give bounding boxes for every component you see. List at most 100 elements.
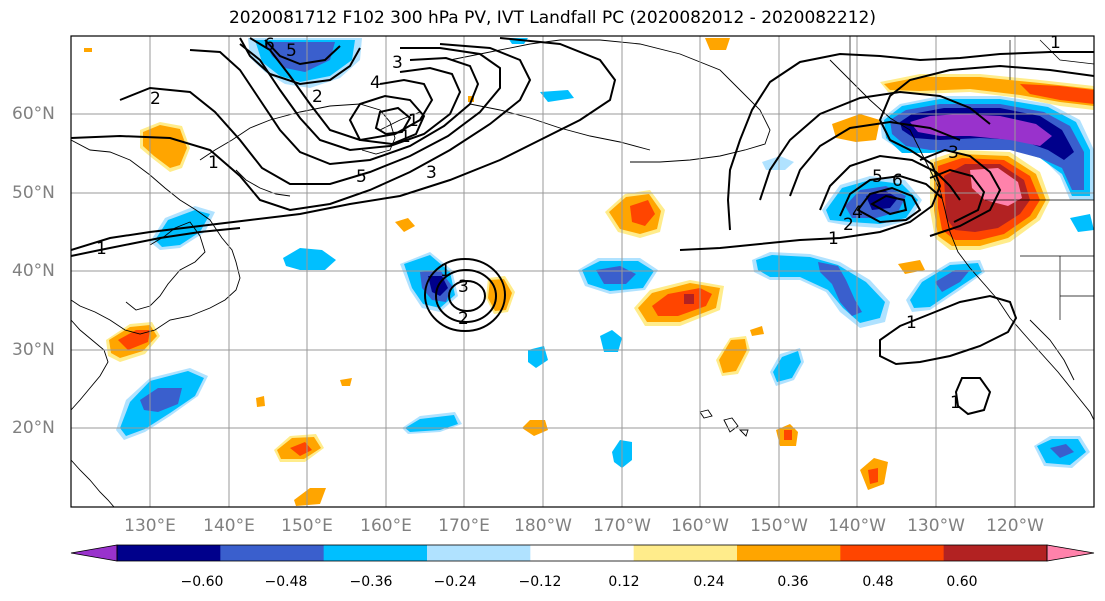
pv-contour [374, 106, 412, 136]
shade-positive [684, 294, 694, 304]
borders [849, 36, 1094, 320]
colorbar-tick-label: −0.36 [349, 574, 393, 590]
shade-positive [340, 378, 352, 386]
colorbar-box [530, 545, 635, 561]
shade-positive [784, 430, 792, 440]
colorbar-extend-low [71, 545, 117, 561]
contour-label: 2 [150, 89, 161, 109]
pv-contour [879, 294, 1018, 366]
colorbar-box [323, 545, 428, 561]
lat-label-30n: 30°N [12, 340, 55, 360]
contour-label: 3 [948, 143, 959, 163]
shade-negative [818, 262, 862, 316]
colorbar-box [117, 545, 221, 561]
colorbar-tick-label: 0.12 [608, 574, 640, 590]
pv-contour [919, 148, 1002, 237]
colorbar-box [220, 545, 325, 561]
contour-label: 1 [1050, 33, 1061, 53]
contour-label: 2 [458, 309, 469, 329]
contour-labels: 6 5 4 3 2 1 3 5 2 1 1 1 3 2 1 1 5 6 4 3 … [96, 33, 1061, 413]
shade-negative [935, 270, 970, 292]
colorbar-tick-label: 0.48 [862, 574, 894, 590]
shade-positive [395, 218, 415, 232]
contour-label: 5 [356, 167, 367, 187]
lon-label: 120°W [986, 516, 1044, 536]
pv-contour [679, 64, 1094, 251]
pv-contour [239, 43, 462, 152]
lon-label: 150°W [750, 516, 808, 536]
shade-negative [762, 156, 794, 170]
shade-negative [600, 330, 622, 352]
lon-label: 130°W [907, 516, 965, 536]
lon-label: 140°E [203, 516, 255, 536]
contour-label: 3 [392, 53, 403, 73]
contour-label: 3 [458, 277, 469, 297]
colorbar-box [633, 545, 738, 561]
shade-negative [1050, 444, 1074, 458]
lon-label: 170°W [593, 516, 651, 536]
lat-label-50n: 50°N [12, 183, 55, 203]
lon-label: 160°W [671, 516, 729, 536]
shade-positive [118, 330, 150, 350]
pv-contour [239, 37, 361, 86]
pv-contour [71, 37, 617, 251]
pv-contour [119, 47, 501, 185]
contour-label: 5 [286, 41, 297, 61]
shade-negative [1070, 214, 1094, 232]
shade-positive [750, 326, 764, 336]
contour-label: 1 [208, 153, 219, 173]
colorbar-tick-label: 0.36 [777, 574, 809, 590]
pv-contour [189, 49, 480, 166]
pv-contour [856, 186, 922, 224]
pv-contour [435, 269, 497, 323]
contour-label: 4 [370, 73, 381, 93]
shade-positive [84, 48, 92, 52]
colorbar-tick-label: −0.24 [433, 574, 477, 590]
colorbar-tick-label: 0.60 [946, 574, 978, 590]
lon-label: 170°E [438, 516, 490, 536]
pv-contour [448, 280, 486, 312]
contour-label: 1 [828, 229, 839, 249]
lat-label-40n: 40°N [12, 261, 55, 281]
colorbar-tick-label: −0.12 [518, 574, 562, 590]
pv-contour [424, 258, 506, 332]
contour-label: 1 [96, 239, 107, 259]
lon-label: 150°E [281, 516, 333, 536]
lon-label: 130°E [124, 516, 176, 536]
colorbar-box [427, 545, 531, 561]
contour-label: 1 [400, 127, 411, 147]
shade-positive [868, 468, 878, 484]
shade-negative [540, 90, 574, 102]
lon-label: 160°E [360, 516, 412, 536]
gridlines [71, 36, 1094, 507]
colorbar-tick-label: −0.48 [264, 574, 308, 590]
contour-label: 5 [872, 167, 883, 187]
shade-positive [256, 396, 265, 407]
colorbar [70, 544, 1095, 562]
pv-contour [71, 43, 532, 212]
contour-label: 1 [906, 313, 917, 333]
colorbar-tick-label: 0.24 [693, 574, 725, 590]
map-title: 2020081712 F102 300 hPa PV, IVT Landfall… [228, 8, 876, 28]
pv-contours [71, 37, 1094, 416]
shade-positive [705, 38, 730, 50]
shade-positive [630, 200, 655, 226]
contour-label: 2 [843, 215, 854, 235]
colorbar-box [943, 545, 1048, 561]
pv-contour [71, 227, 241, 257]
map-frame [70, 35, 1095, 508]
pv-contour [264, 39, 341, 66]
shade-negative [265, 42, 335, 72]
contour-label: 6 [264, 35, 275, 55]
shade-positive [294, 488, 326, 506]
pv-contour [954, 377, 992, 416]
pv-contour [839, 174, 943, 217]
colorbar-tick-label: −0.60 [180, 574, 224, 590]
contour-label: 2 [312, 87, 323, 107]
lon-label: 140°W [828, 516, 886, 536]
shade-positive [1020, 84, 1094, 104]
lat-label-60n: 60°N [12, 104, 55, 124]
shade-negative [283, 248, 336, 270]
pv-contour [869, 194, 908, 216]
